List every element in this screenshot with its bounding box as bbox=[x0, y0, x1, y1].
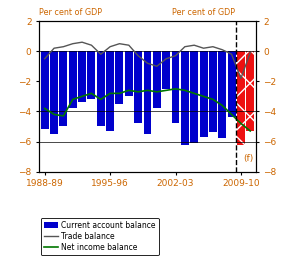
Bar bbox=[78, 51, 86, 102]
Bar bbox=[200, 51, 207, 137]
Bar bbox=[88, 51, 95, 99]
Bar bbox=[60, 51, 67, 126]
Text: Per cent of GDP: Per cent of GDP bbox=[172, 8, 234, 17]
Bar bbox=[190, 51, 198, 143]
Legend: Current account balance, Trade balance, Net income balance: Current account balance, Trade balance, … bbox=[41, 218, 159, 255]
Bar bbox=[134, 51, 142, 124]
Bar bbox=[246, 51, 254, 131]
Text: Per cent of GDP: Per cent of GDP bbox=[39, 8, 102, 17]
Bar bbox=[50, 51, 58, 134]
Bar bbox=[228, 51, 235, 117]
Text: (f): (f) bbox=[244, 154, 254, 163]
Bar bbox=[162, 51, 170, 89]
Bar bbox=[172, 51, 179, 124]
Bar bbox=[209, 51, 217, 133]
Bar bbox=[106, 51, 114, 131]
Bar bbox=[218, 51, 226, 139]
Bar bbox=[153, 51, 161, 109]
Bar bbox=[125, 51, 133, 96]
Bar bbox=[181, 51, 189, 144]
Bar bbox=[144, 51, 151, 134]
Bar bbox=[97, 51, 105, 126]
Bar bbox=[41, 51, 49, 129]
Bar bbox=[237, 51, 245, 144]
Bar bbox=[116, 51, 123, 104]
Bar bbox=[69, 51, 77, 109]
